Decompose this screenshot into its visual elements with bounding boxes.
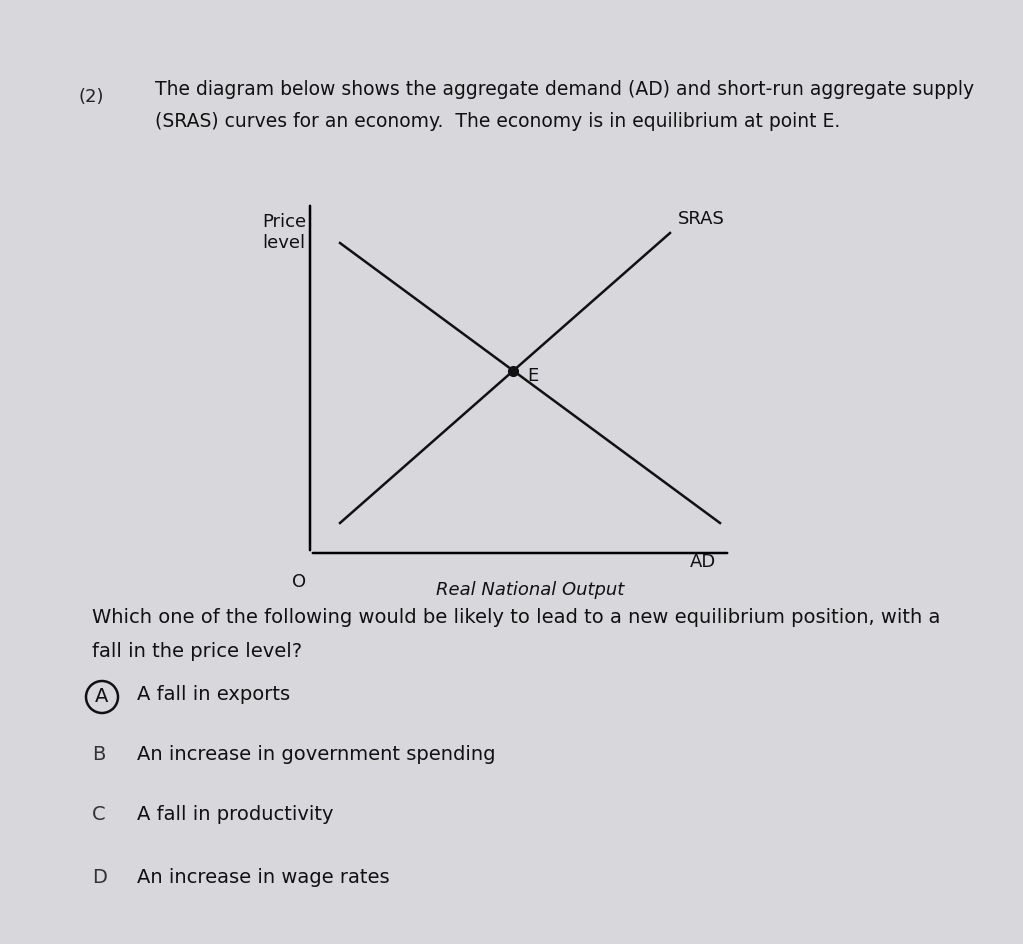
Text: SRAS: SRAS: [678, 210, 725, 228]
Text: AD: AD: [690, 553, 716, 571]
Text: (SRAS) curves for an economy.  The economy is in equilibrium at point E.: (SRAS) curves for an economy. The econom…: [155, 112, 840, 131]
Text: A: A: [95, 687, 108, 706]
Text: A fall in exports: A fall in exports: [137, 685, 291, 704]
Text: (2): (2): [78, 88, 103, 106]
Text: C: C: [92, 805, 105, 824]
Text: Real National Output: Real National Output: [436, 581, 624, 599]
Text: fall in the price level?: fall in the price level?: [92, 642, 302, 661]
Text: D: D: [92, 868, 106, 887]
Text: B: B: [92, 745, 105, 764]
Text: Price
level: Price level: [262, 213, 306, 252]
Text: E: E: [527, 366, 538, 385]
Text: O: O: [292, 573, 306, 591]
Text: An increase in wage rates: An increase in wage rates: [137, 868, 390, 887]
Text: The diagram below shows the aggregate demand (AD) and short-run aggregate supply: The diagram below shows the aggregate de…: [155, 80, 974, 99]
Text: Which one of the following would be likely to lead to a new equilibrium position: Which one of the following would be like…: [92, 608, 940, 627]
Text: An increase in government spending: An increase in government spending: [137, 745, 495, 764]
Text: A fall in productivity: A fall in productivity: [137, 805, 333, 824]
